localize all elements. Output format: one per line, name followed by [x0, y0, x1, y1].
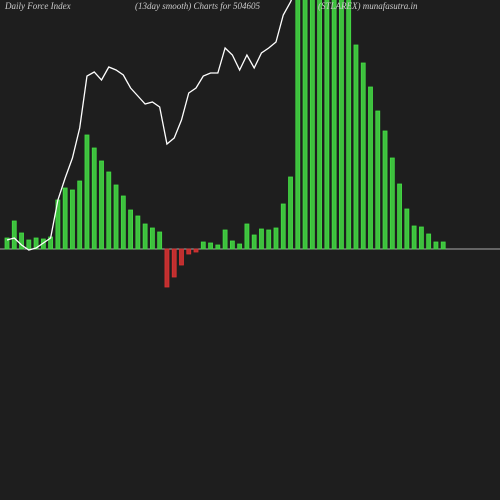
bar	[389, 157, 395, 250]
bar	[149, 227, 155, 250]
bar	[120, 195, 126, 250]
bar	[200, 241, 206, 250]
bar	[302, 0, 308, 250]
bar	[26, 239, 32, 250]
bar	[288, 176, 293, 250]
bar	[142, 223, 148, 250]
chart-subtitle: (13day smooth) Charts for 504605	[135, 1, 261, 11]
bar	[251, 234, 257, 250]
bar	[440, 241, 446, 250]
bar	[33, 237, 39, 250]
bar	[237, 243, 243, 250]
bar	[84, 134, 90, 250]
bar	[433, 241, 439, 250]
bar	[280, 203, 286, 250]
bar	[346, 0, 352, 250]
line	[6, 0, 293, 251]
bar	[397, 183, 402, 250]
bar	[266, 229, 272, 250]
bar	[382, 130, 388, 250]
bar	[62, 187, 68, 250]
bar	[331, 0, 337, 250]
bar	[193, 248, 199, 253]
bar	[157, 231, 163, 250]
bar	[324, 0, 330, 250]
bar	[317, 0, 323, 250]
plot-area	[0, 0, 500, 288]
bar	[11, 220, 17, 250]
bar	[186, 248, 192, 255]
chart-source: (STLAREX) munafasutra.in	[318, 1, 418, 11]
bar	[164, 248, 170, 288]
bar	[426, 233, 432, 250]
bar	[70, 189, 75, 250]
bar	[229, 240, 235, 250]
bar	[99, 160, 104, 250]
bar	[404, 208, 410, 250]
bar	[259, 228, 264, 250]
bar	[295, 0, 301, 250]
bar	[360, 62, 366, 250]
bar	[215, 244, 221, 250]
bar	[77, 180, 83, 250]
bar	[353, 44, 359, 250]
bar	[244, 223, 250, 250]
bar	[113, 184, 119, 250]
bar	[4, 237, 10, 250]
bar	[411, 225, 417, 250]
chart-title: Daily Force Index	[4, 1, 71, 11]
bar	[273, 227, 279, 250]
bar	[418, 226, 424, 250]
bar	[339, 0, 344, 250]
bar	[128, 209, 133, 250]
bar	[208, 242, 213, 250]
bar	[222, 229, 228, 250]
bar	[368, 86, 373, 250]
bar	[91, 147, 97, 250]
bar	[309, 0, 315, 250]
bar	[179, 248, 184, 266]
bar	[171, 248, 177, 278]
bar	[375, 110, 381, 250]
bar	[19, 232, 24, 250]
bar	[106, 171, 112, 250]
bar	[135, 215, 141, 250]
